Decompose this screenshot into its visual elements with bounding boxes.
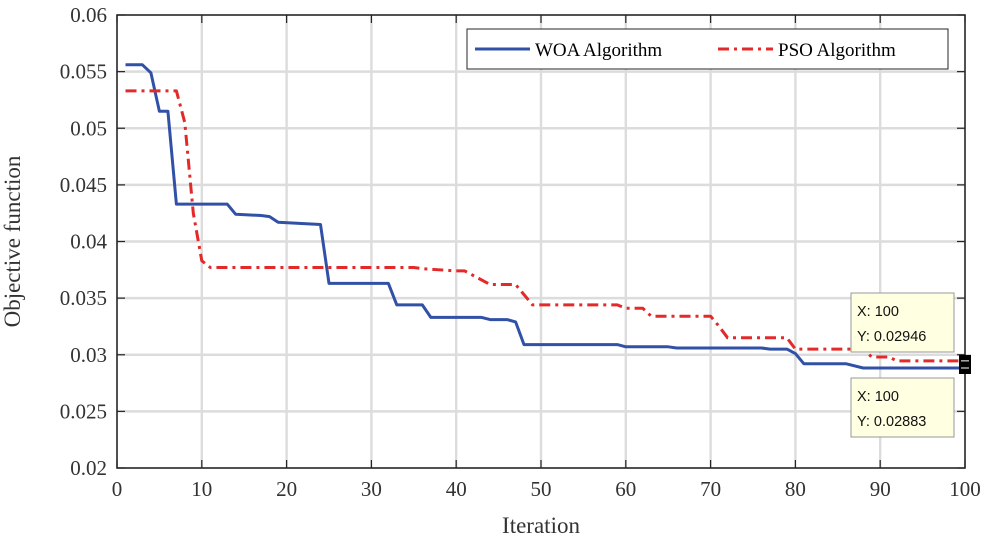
x-tick-label: 20	[276, 477, 297, 501]
y-tick-label: 0.05	[70, 116, 107, 140]
datatip-y-value: Y: 0.02946	[857, 329, 926, 345]
x-tick-label: 40	[446, 477, 467, 501]
datatip-x-value: X: 100	[857, 304, 899, 320]
y-axis-ticks: 0.02 0.025 0.03 0.035 0.04 0.045 0.05 0.055 0.06	[60, 3, 965, 480]
x-axis-label: Iteration	[502, 513, 580, 537]
y-tick-label: 0.035	[60, 286, 107, 310]
x-tick-label: 80	[785, 477, 806, 501]
datatip-markers	[959, 354, 971, 375]
datatip-pso[interactable]: X: 100 Y: 0.02946	[850, 292, 955, 353]
y-tick-label: 0.02	[70, 456, 107, 480]
x-tick-label: 70	[700, 477, 721, 501]
y-tick-label: 0.055	[60, 60, 107, 84]
series-line-woa	[125, 63, 965, 370]
y-axis-label: Objective function	[0, 155, 25, 327]
grid-lines	[117, 15, 965, 468]
x-tick-label: 50	[531, 477, 552, 501]
legend-label-pso: PSO Algorithm	[778, 40, 896, 61]
y-tick-label: 0.045	[60, 173, 107, 197]
datatip-x-value: X: 100	[857, 389, 899, 405]
legend-label-woa: WOA Algorithm	[535, 40, 662, 61]
y-tick-label: 0.03	[70, 343, 107, 367]
datatip-y-value: Y: 0.02883	[857, 414, 926, 430]
datatip-box	[850, 292, 955, 353]
series-layer	[125, 63, 965, 370]
legend[interactable]: WOA Algorithm PSO Algorithm	[466, 28, 949, 70]
x-tick-label: 0	[112, 477, 123, 501]
series-line-pso	[125, 89, 965, 363]
y-tick-label: 0.025	[60, 399, 107, 423]
x-tick-label: 100	[949, 477, 981, 501]
x-tick-label: 60	[615, 477, 636, 501]
x-tick-label: 90	[870, 477, 891, 501]
y-tick-label: 0.06	[70, 3, 107, 27]
legend-box	[466, 28, 949, 70]
datatip-woa[interactable]: X: 100 Y: 0.02883	[850, 377, 955, 438]
x-axis-ticks: 0 10 20 30 40 50 60 70 80 90 100	[112, 15, 981, 501]
datatip-box	[850, 377, 955, 438]
x-tick-label: 30	[361, 477, 382, 501]
x-tick-label: 10	[191, 477, 212, 501]
y-tick-label: 0.04	[70, 230, 107, 254]
